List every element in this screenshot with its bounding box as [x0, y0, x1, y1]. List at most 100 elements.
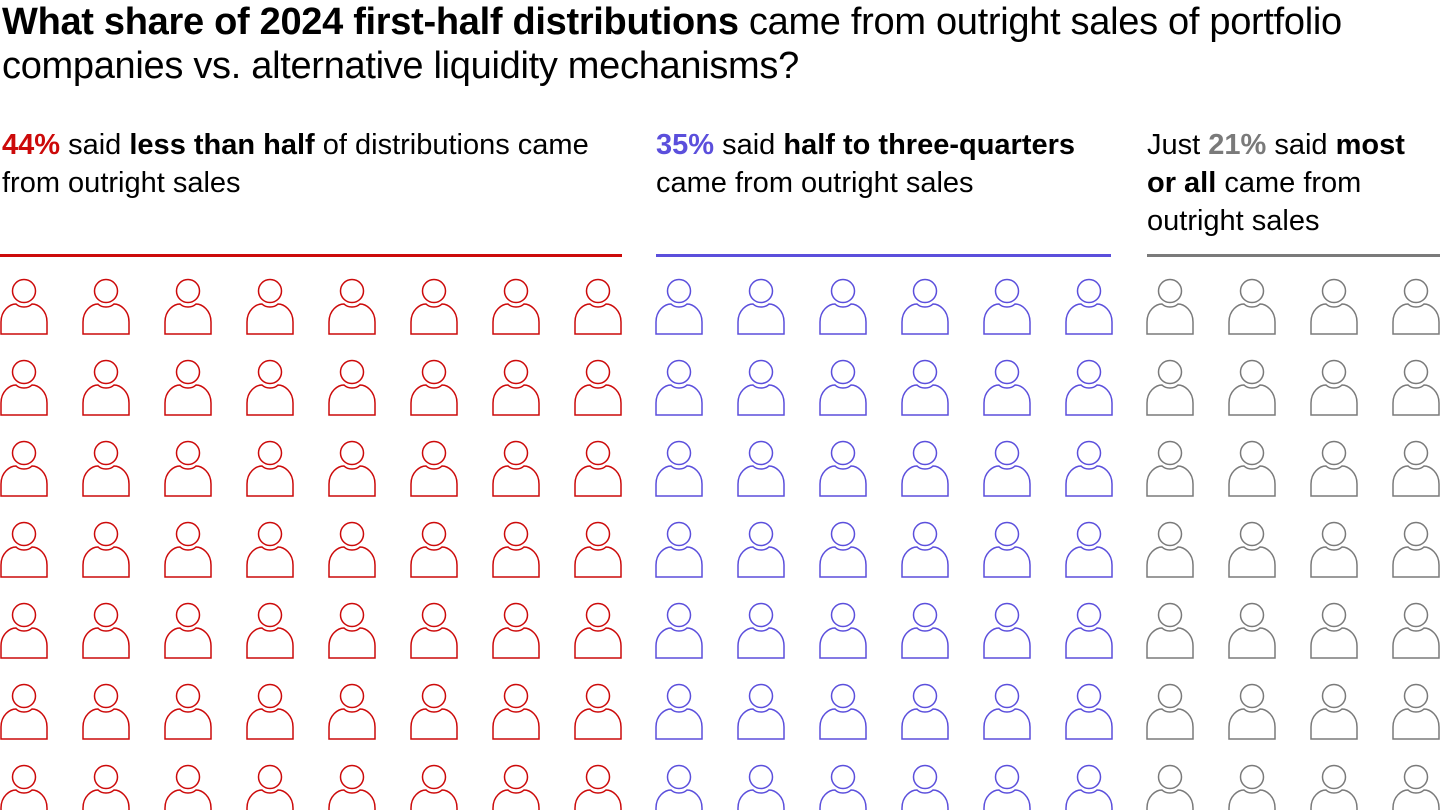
- person-icon-half-to-three-quarters: [901, 521, 949, 578]
- person-icon-less-than-half: [492, 764, 540, 810]
- person-icon-half-to-three-quarters: [819, 602, 867, 659]
- person-icon-most-or-all: [1228, 359, 1276, 416]
- person-icon-half-to-three-quarters: [737, 521, 785, 578]
- person-icon-less-than-half: [0, 521, 48, 578]
- person-icon-half-to-three-quarters: [819, 440, 867, 497]
- person-icon-less-than-half: [574, 683, 622, 740]
- person-icon-most-or-all: [1392, 764, 1440, 810]
- person-icon-less-than-half: [410, 683, 458, 740]
- person-icon-half-to-three-quarters: [655, 440, 703, 497]
- person-icon-half-to-three-quarters: [819, 521, 867, 578]
- person-icon-half-to-three-quarters: [655, 521, 703, 578]
- person-icon-less-than-half: [82, 440, 130, 497]
- person-icon-half-to-three-quarters: [901, 764, 949, 810]
- person-icon-less-than-half: [410, 764, 458, 810]
- person-icon-less-than-half: [328, 521, 376, 578]
- person-icon-half-to-three-quarters: [819, 683, 867, 740]
- person-icon-less-than-half: [246, 440, 294, 497]
- person-icon-less-than-half: [246, 278, 294, 335]
- person-icon-less-than-half: [82, 764, 130, 810]
- person-icon-less-than-half: [410, 359, 458, 416]
- person-icon-half-to-three-quarters: [901, 602, 949, 659]
- person-icon-most-or-all: [1310, 764, 1358, 810]
- person-icon-most-or-all: [1310, 602, 1358, 659]
- person-icon-less-than-half: [82, 602, 130, 659]
- person-icon-most-or-all: [1146, 602, 1194, 659]
- person-icon-most-or-all: [1228, 602, 1276, 659]
- person-icon-half-to-three-quarters: [737, 359, 785, 416]
- person-icon-less-than-half: [0, 683, 48, 740]
- group-pct: 35%: [656, 129, 715, 161]
- person-icon-half-to-three-quarters: [1065, 602, 1113, 659]
- person-icon-half-to-three-quarters: [819, 359, 867, 416]
- person-icon-less-than-half: [574, 521, 622, 578]
- person-icon-less-than-half: [328, 602, 376, 659]
- person-icon-half-to-three-quarters: [983, 440, 1031, 497]
- person-icon-less-than-half: [574, 602, 622, 659]
- person-icon-less-than-half: [0, 278, 48, 335]
- person-icon-half-to-three-quarters: [901, 440, 949, 497]
- person-icon-most-or-all: [1392, 683, 1440, 740]
- person-icon-less-than-half: [0, 359, 48, 416]
- person-icon-less-than-half: [246, 359, 294, 416]
- person-icon-most-or-all: [1310, 683, 1358, 740]
- person-icon-half-to-three-quarters: [983, 764, 1031, 810]
- person-icon-most-or-all: [1228, 683, 1276, 740]
- person-icon-half-to-three-quarters: [1065, 278, 1113, 335]
- person-icon-half-to-three-quarters: [737, 602, 785, 659]
- person-icon-half-to-three-quarters: [655, 764, 703, 810]
- person-icon-half-to-three-quarters: [1065, 440, 1113, 497]
- person-icon-half-to-three-quarters: [655, 359, 703, 416]
- person-icon-less-than-half: [328, 278, 376, 335]
- person-icon-most-or-all: [1310, 359, 1358, 416]
- person-icon-less-than-half: [492, 602, 540, 659]
- person-icon-less-than-half: [164, 440, 212, 497]
- person-icon-less-than-half: [0, 440, 48, 497]
- person-icon-less-than-half: [492, 440, 540, 497]
- person-icon-less-than-half: [574, 440, 622, 497]
- person-icon-half-to-three-quarters: [1065, 521, 1113, 578]
- group-rule-half-to-three-quarters: [656, 254, 1111, 257]
- group-caption-half-to-three-quarters: 35% said half to three-quarters came fro…: [656, 129, 1076, 199]
- person-icon-less-than-half: [82, 521, 130, 578]
- person-icon-less-than-half: [328, 764, 376, 810]
- chart-title: What share of 2024 first-half distributi…: [2, 0, 1432, 88]
- chart-title-bold: What share of 2024 first-half distributi…: [2, 1, 739, 43]
- person-icon-less-than-half: [82, 359, 130, 416]
- person-icon-most-or-all: [1392, 359, 1440, 416]
- person-icon-less-than-half: [164, 359, 212, 416]
- person-icon-most-or-all: [1310, 278, 1358, 335]
- person-icon-less-than-half: [246, 683, 294, 740]
- person-icon-most-or-all: [1392, 440, 1440, 497]
- person-icon-half-to-three-quarters: [983, 683, 1031, 740]
- person-icon-less-than-half: [82, 278, 130, 335]
- person-icon-less-than-half: [492, 359, 540, 416]
- person-icon-most-or-all: [1146, 764, 1194, 810]
- person-icon-most-or-all: [1392, 278, 1440, 335]
- person-icon-less-than-half: [574, 359, 622, 416]
- person-icon-most-or-all: [1392, 602, 1440, 659]
- person-icon-less-than-half: [164, 683, 212, 740]
- person-icon-less-than-half: [410, 440, 458, 497]
- person-icon-less-than-half: [82, 683, 130, 740]
- person-icon-half-to-three-quarters: [983, 278, 1031, 335]
- person-icon-half-to-three-quarters: [655, 278, 703, 335]
- person-icon-less-than-half: [246, 764, 294, 810]
- person-icon-less-than-half: [164, 278, 212, 335]
- chart-title-rest: came from outright sales of portfolio co…: [2, 1, 1342, 87]
- person-icon-most-or-all: [1228, 764, 1276, 810]
- person-icon-less-than-half: [574, 764, 622, 810]
- person-icon-less-than-half: [164, 764, 212, 810]
- group-pct: 44%: [2, 129, 61, 161]
- person-icon-half-to-three-quarters: [1065, 359, 1113, 416]
- person-icon-most-or-all: [1146, 440, 1194, 497]
- person-icon-less-than-half: [410, 521, 458, 578]
- person-icon-most-or-all: [1310, 521, 1358, 578]
- person-icon-less-than-half: [246, 602, 294, 659]
- person-icon-less-than-half: [328, 683, 376, 740]
- person-icon-half-to-three-quarters: [737, 278, 785, 335]
- person-icon-half-to-three-quarters: [983, 521, 1031, 578]
- person-icon-most-or-all: [1392, 521, 1440, 578]
- person-icon-most-or-all: [1310, 440, 1358, 497]
